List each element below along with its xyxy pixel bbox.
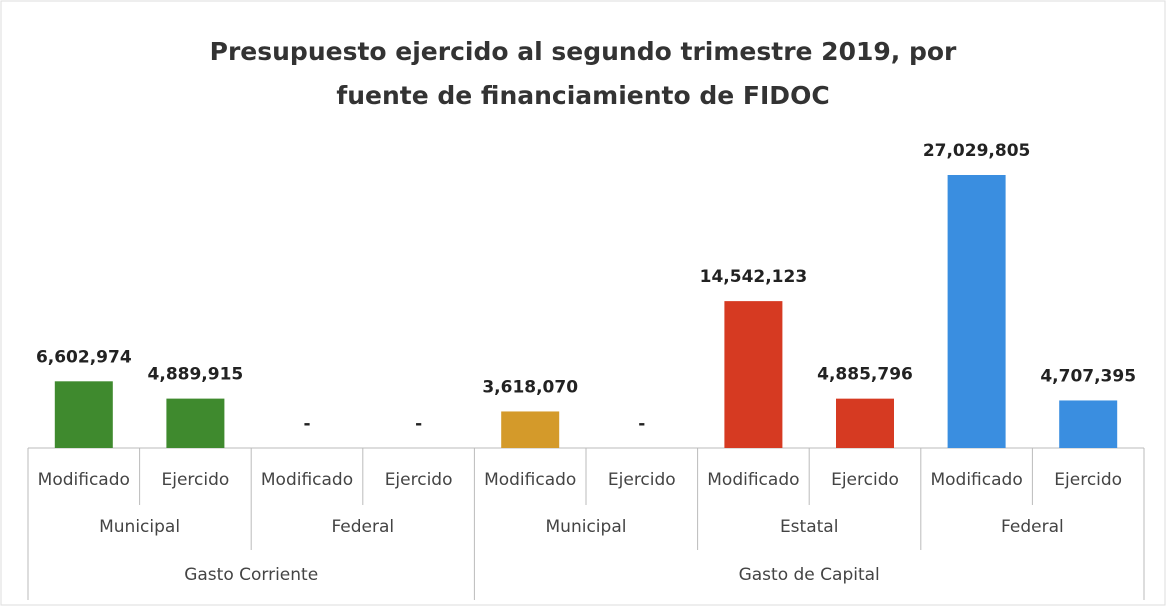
- subgroup-label: Federal: [331, 517, 394, 537]
- bar: [947, 174, 1006, 448]
- x-tick-label: Modificado: [38, 470, 130, 490]
- x-tick-label: Modificado: [484, 470, 576, 490]
- bar: [54, 381, 113, 448]
- x-tick-label: Ejercido: [385, 470, 453, 490]
- x-tick-label: Ejercido: [1054, 470, 1122, 490]
- data-label: 4,885,796: [817, 365, 913, 385]
- x-tick-label: Modificado: [707, 470, 799, 490]
- x-tick-label: Modificado: [261, 470, 353, 490]
- data-label: -: [415, 414, 422, 434]
- group-label: Gasto de Capital: [739, 565, 880, 585]
- subgroup-label: Estatal: [780, 517, 839, 537]
- bar: [501, 411, 560, 448]
- data-label: 27,029,805: [923, 141, 1031, 161]
- data-label: -: [303, 414, 310, 434]
- x-tick-label: Ejercido: [831, 470, 899, 490]
- data-label: 4,889,915: [148, 365, 244, 385]
- data-label: 3,618,070: [482, 377, 578, 397]
- x-tick-label: Modificado: [930, 470, 1022, 490]
- data-label: 4,707,395: [1040, 366, 1136, 386]
- group-label: Gasto Corriente: [184, 565, 318, 585]
- bar: [1059, 400, 1118, 448]
- data-label: -: [638, 414, 645, 434]
- x-tick-label: Ejercido: [608, 470, 676, 490]
- bar: [836, 398, 894, 448]
- x-tick-label: Ejercido: [161, 470, 229, 490]
- data-label: 6,602,974: [36, 347, 132, 367]
- data-label: 14,542,123: [700, 267, 808, 287]
- subgroup-label: Municipal: [546, 517, 627, 537]
- subgroup-label: Municipal: [99, 517, 180, 537]
- bar: [166, 398, 225, 448]
- chart-title: Presupuesto ejercido al segundo trimestr…: [209, 37, 957, 110]
- subgroup-label: Federal: [1001, 517, 1064, 537]
- bar: [724, 301, 783, 448]
